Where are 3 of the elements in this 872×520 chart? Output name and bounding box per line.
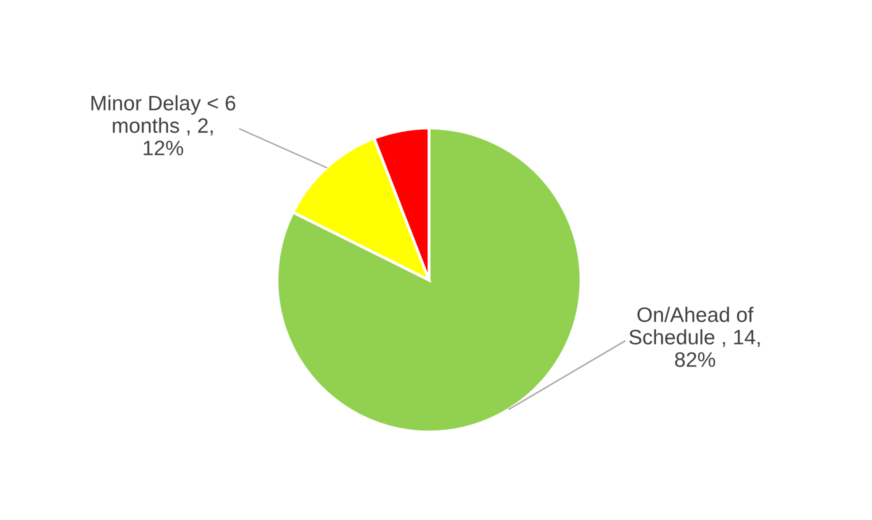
slice-label: On/Ahead of Schedule , 14, 82% — [629, 306, 760, 367]
slice-label: Minor Delay < 6 months , 2, 12% — [91, 95, 236, 156]
pie-slice — [276, 126, 582, 434]
